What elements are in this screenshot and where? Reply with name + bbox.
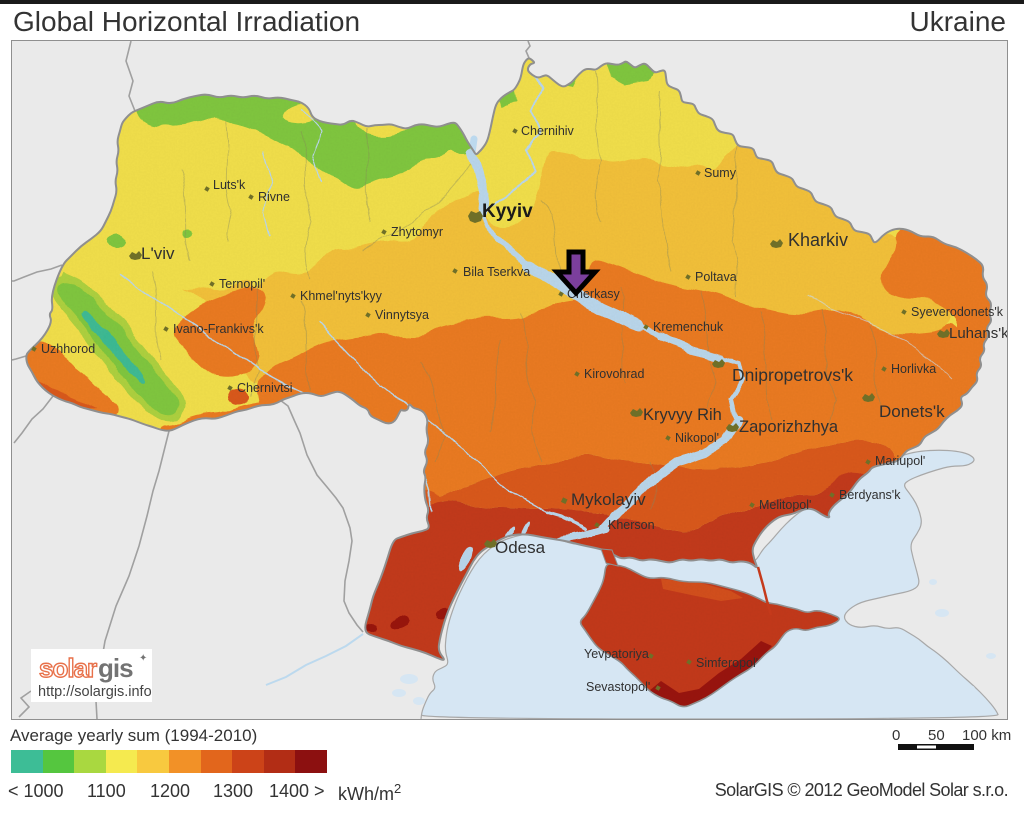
svg-text:Melitopol': Melitopol' (759, 498, 811, 512)
svg-text:Chernihiv: Chernihiv (521, 124, 575, 138)
svg-text:Nikopol': Nikopol' (675, 431, 719, 445)
svg-text:Kirovohrad: Kirovohrad (584, 367, 644, 381)
svg-text:Poltava: Poltava (695, 270, 737, 284)
svg-text:Donets'k: Donets'k (879, 402, 945, 421)
svg-text:Luts'k: Luts'k (213, 178, 246, 192)
svg-text:Kherson: Kherson (608, 518, 655, 532)
svg-text:Yevpatoriya: Yevpatoriya (584, 647, 649, 661)
svg-text:Sevastopol': Sevastopol' (586, 680, 650, 694)
svg-text:L'viv: L'viv (141, 244, 175, 263)
svg-text:Zhytomyr: Zhytomyr (391, 225, 443, 239)
svg-text:Uzhhorod: Uzhhorod (41, 342, 95, 356)
svg-text:Kremenchuk: Kremenchuk (653, 320, 724, 334)
svg-text:Zaporizhzhya: Zaporizhzhya (739, 418, 839, 436)
svg-text:Mykolayiv: Mykolayiv (571, 490, 646, 509)
svg-text:Ternopil': Ternopil' (219, 277, 265, 291)
svg-text:Sumy: Sumy (704, 166, 737, 180)
svg-text:Vinnytsya: Vinnytsya (375, 308, 429, 322)
svg-text:Odesa: Odesa (495, 538, 546, 557)
svg-text:solar: solar (39, 653, 97, 683)
svg-text:Horlivka: Horlivka (891, 362, 936, 376)
svg-text:http://solargis.info: http://solargis.info (38, 684, 152, 700)
svg-text:Mariupol': Mariupol' (875, 454, 925, 468)
svg-text:Kyyiv: Kyyiv (482, 201, 533, 222)
svg-text:Bila Tserkva: Bila Tserkva (463, 265, 530, 279)
svg-text:Luhans'k: Luhans'k (949, 325, 1007, 342)
svg-text:Dnipropetrovs'k: Dnipropetrovs'k (732, 365, 853, 385)
svg-text:✦: ✦ (139, 653, 147, 664)
svg-text:Chernivtsi: Chernivtsi (237, 381, 293, 395)
svg-text:Berdyans'k: Berdyans'k (839, 488, 901, 502)
svg-text:Simferopol': Simferopol' (696, 656, 758, 670)
svg-text:Ivano-Frankivs'k: Ivano-Frankivs'k (173, 322, 264, 336)
svg-text:Kryvyy Rih: Kryvyy Rih (643, 406, 722, 424)
svg-text:Khmel'nyts'kyy: Khmel'nyts'kyy (300, 289, 383, 303)
svg-text:gis: gis (98, 653, 133, 683)
svg-text:Kharkiv: Kharkiv (788, 230, 848, 250)
svg-text:Rivne: Rivne (258, 190, 290, 204)
svg-text:Syeverodonets'k: Syeverodonets'k (911, 305, 1004, 319)
